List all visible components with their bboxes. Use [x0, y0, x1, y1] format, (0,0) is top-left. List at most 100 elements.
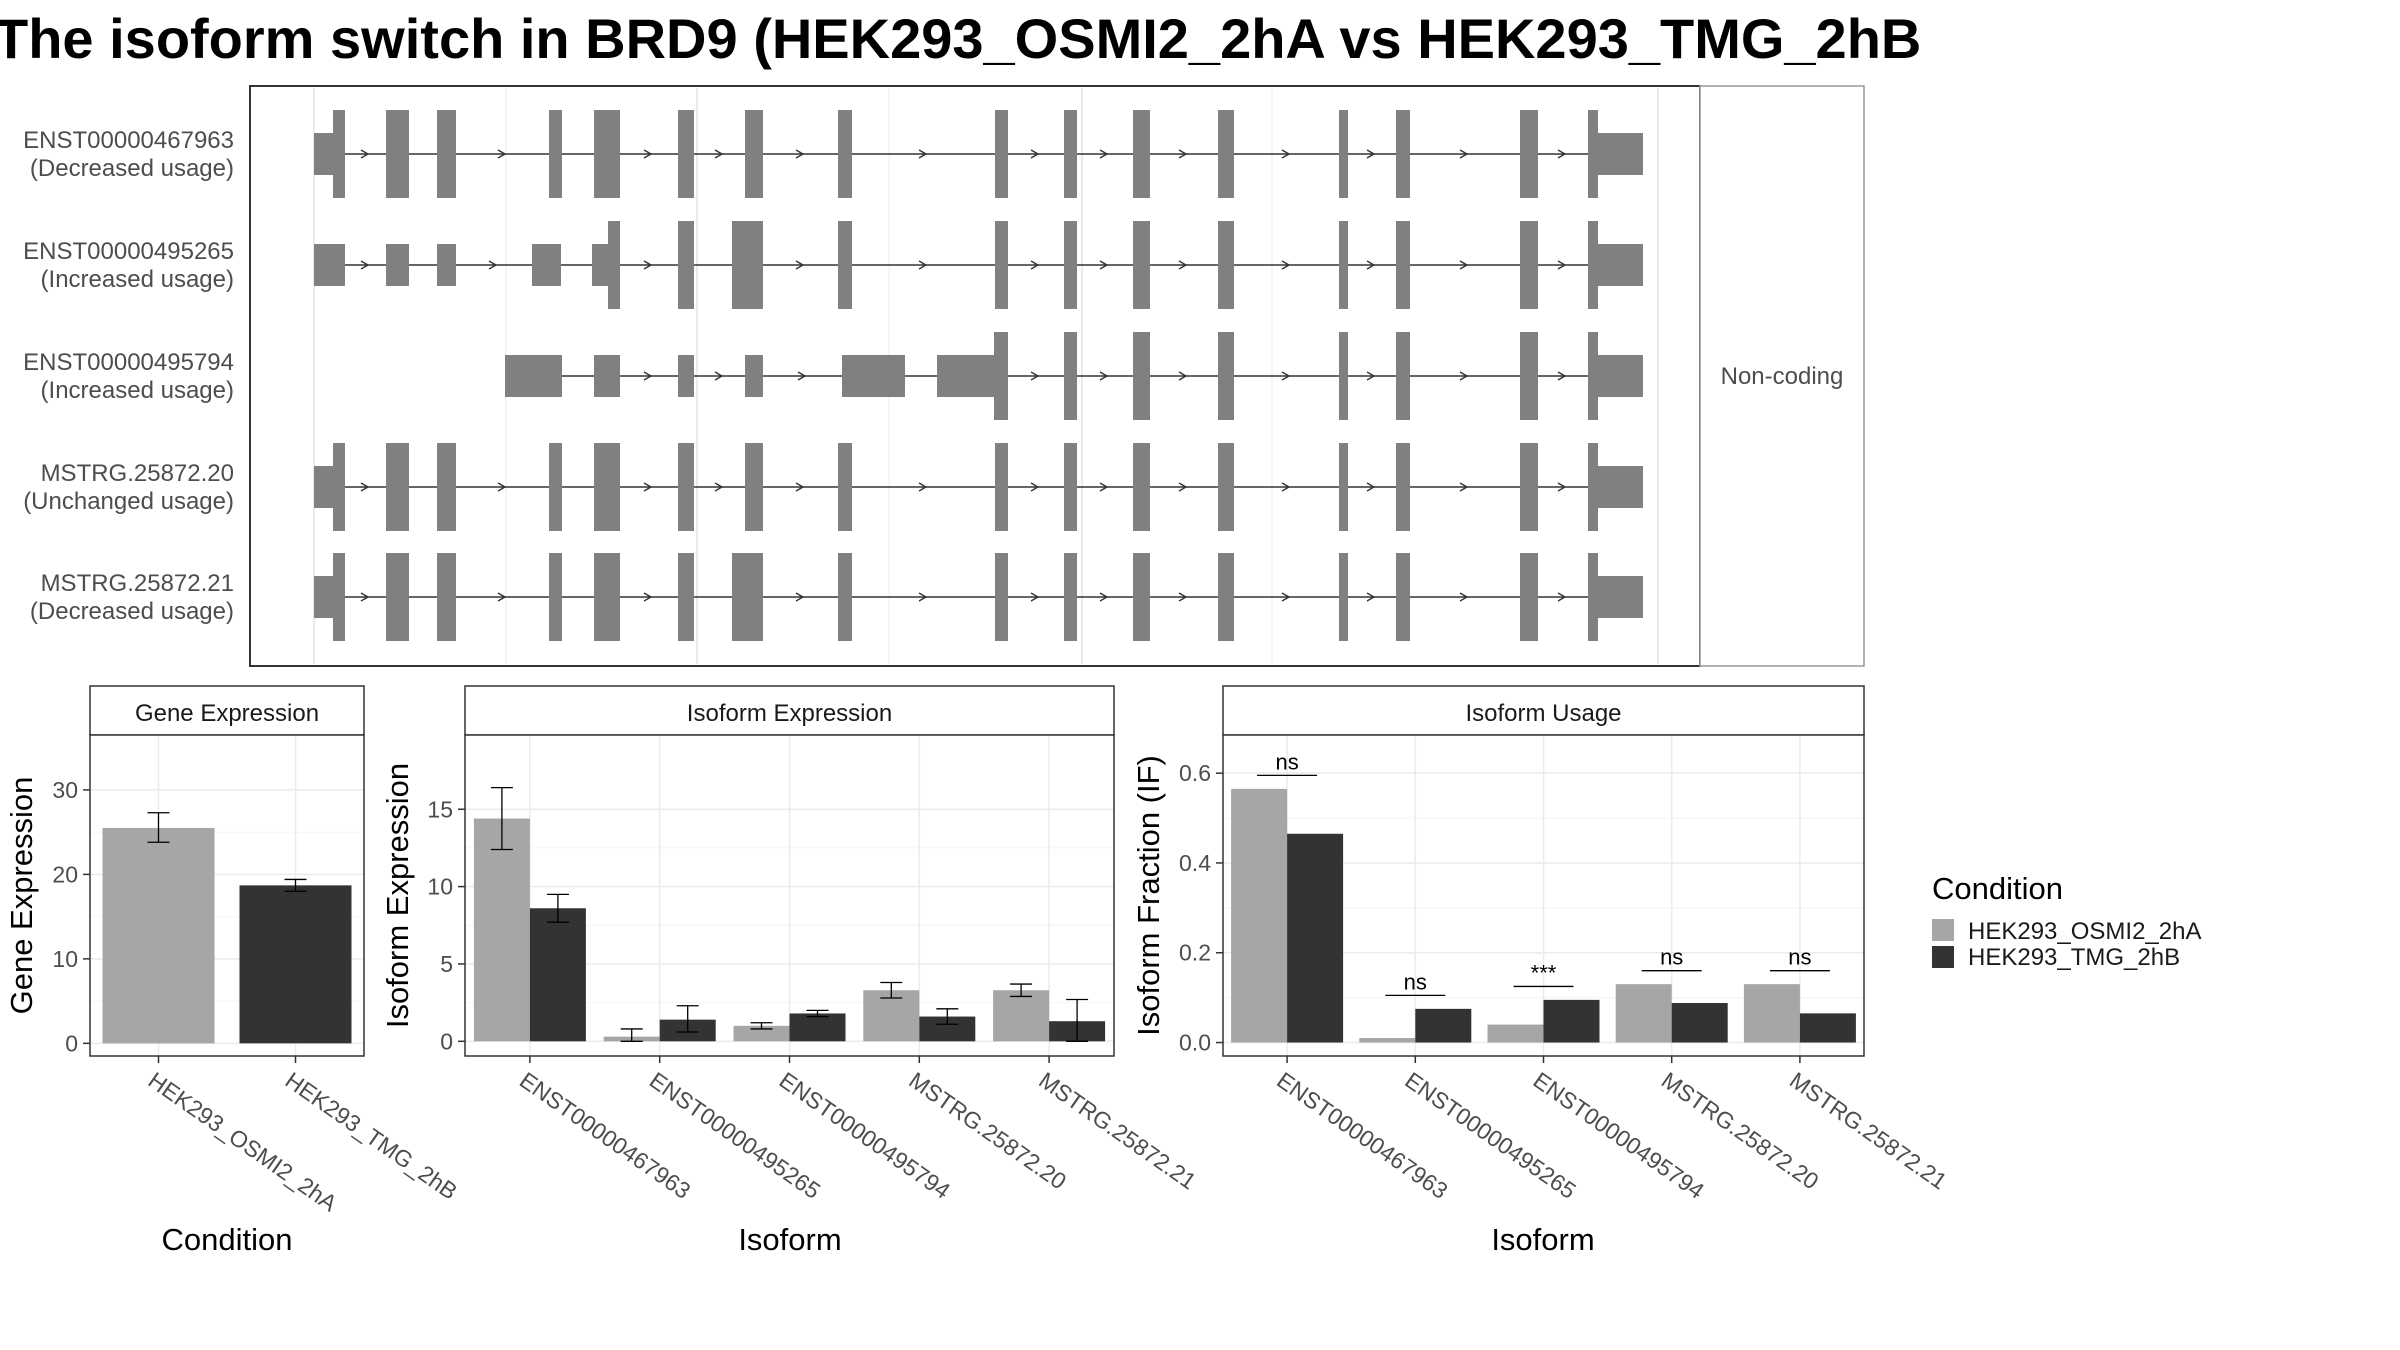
strand-arrow [1030, 149, 1040, 159]
exon [1588, 110, 1598, 198]
strand-arrow [360, 482, 370, 492]
exon [1588, 553, 1598, 641]
strand-arrow [1178, 482, 1188, 492]
strand-arrow [1557, 260, 1567, 270]
error-bar [1010, 983, 1033, 998]
y-axis-title: Isoform Fraction (IF) [1131, 755, 1166, 1036]
error-bar [546, 893, 569, 923]
figure-title: The isoform switch in BRD9 (HEK293_OSMI2… [0, 7, 1921, 70]
strand-arrow [1099, 371, 1109, 381]
significance-label: ns [1404, 969, 1427, 994]
exon [838, 110, 852, 198]
strand-arrow [1030, 260, 1040, 270]
strand-arrow [360, 260, 370, 270]
strand-arrow [795, 149, 805, 159]
exon [437, 443, 456, 531]
y-tick-label: 5 [440, 951, 453, 977]
strand-arrow [1557, 149, 1567, 159]
transcript-track [314, 553, 1643, 641]
transcript-id-label: ENST00000495265 [23, 238, 234, 265]
y-tick-label: 0 [65, 1030, 78, 1056]
exon [1598, 244, 1643, 286]
y-tick-label: 15 [427, 796, 453, 822]
strand-arrow [1281, 482, 1291, 492]
transcript-id-label: ENST00000495794 [23, 349, 234, 376]
error-bar [676, 1005, 699, 1033]
exon [1598, 466, 1643, 508]
bar [1743, 984, 1800, 1043]
bar [102, 827, 215, 1044]
strand-arrow [1099, 149, 1109, 159]
chart-panel: Gene Expression0102030HEK293_OSMI2_2hAHE… [4, 685, 462, 1257]
exon [842, 355, 905, 397]
error-bar [620, 1028, 643, 1042]
exon [732, 221, 763, 309]
strand-arrow [497, 482, 507, 492]
exon [1218, 443, 1234, 531]
error-bar [490, 786, 513, 851]
exon [1064, 332, 1077, 420]
exon [838, 221, 852, 309]
plot-frame [89, 734, 365, 1057]
exon [732, 553, 763, 641]
strand-arrow [918, 260, 928, 270]
exon [1396, 443, 1410, 531]
strand-arrow [497, 592, 507, 602]
transcript-id-label: MSTRG.25872.20 [41, 460, 234, 487]
bar [993, 990, 1050, 1042]
exon [1218, 553, 1234, 641]
bar [1799, 1013, 1856, 1043]
bar [1487, 1024, 1544, 1043]
error-bar [284, 878, 307, 892]
coding-note: Non-coding [1721, 363, 1844, 390]
strand-arrow [643, 260, 653, 270]
exon [1133, 110, 1150, 198]
exon [1064, 443, 1077, 531]
exon [678, 221, 694, 309]
transcript-structure-panel: ENST00000467963(Decreased usage)ENST0000… [23, 85, 1865, 667]
y-tick-label: 10 [52, 946, 78, 972]
strand-arrow [714, 149, 724, 159]
strand-arrow [1366, 149, 1376, 159]
strand-arrow [1459, 371, 1469, 381]
y-tick-label: 0 [440, 1028, 453, 1054]
transcript-usage-label: (Unchanged usage) [23, 488, 234, 515]
strand-arrow [1099, 260, 1109, 270]
exon [995, 110, 1008, 198]
bar [1287, 833, 1344, 1043]
exon [1396, 332, 1410, 420]
strand-arrow [1099, 482, 1109, 492]
legend-swatch-osmi [1932, 919, 1954, 941]
strand-arrow [643, 371, 653, 381]
error-bar [806, 1009, 829, 1018]
bar [1359, 1038, 1416, 1043]
significance-label: ns [1660, 945, 1683, 970]
exon [937, 355, 994, 397]
strand-arrow [497, 149, 507, 159]
transcript-usage-label: (Decreased usage) [30, 598, 234, 625]
exon [995, 443, 1008, 531]
exon [1598, 133, 1643, 175]
bar [1231, 788, 1288, 1043]
y-tick-label: 0.4 [1179, 850, 1211, 876]
legend-swatch-tmg [1932, 946, 1954, 968]
exon [1339, 221, 1348, 309]
strand-arrow [1281, 371, 1291, 381]
transcript-tracks [314, 110, 1643, 641]
strand-arrow [1281, 149, 1291, 159]
exon [386, 553, 409, 641]
exon [1396, 221, 1410, 309]
exon [745, 443, 763, 531]
exon [314, 466, 333, 508]
strand-arrow [1557, 482, 1567, 492]
exon [678, 110, 694, 198]
exon [1520, 110, 1538, 198]
exon [592, 244, 608, 286]
transcript-usage-label: (Increased usage) [41, 266, 234, 293]
significance-label: *** [1531, 960, 1557, 985]
exon [1339, 332, 1348, 420]
exon [437, 244, 456, 286]
bar [789, 1013, 846, 1042]
bar [1615, 984, 1672, 1043]
